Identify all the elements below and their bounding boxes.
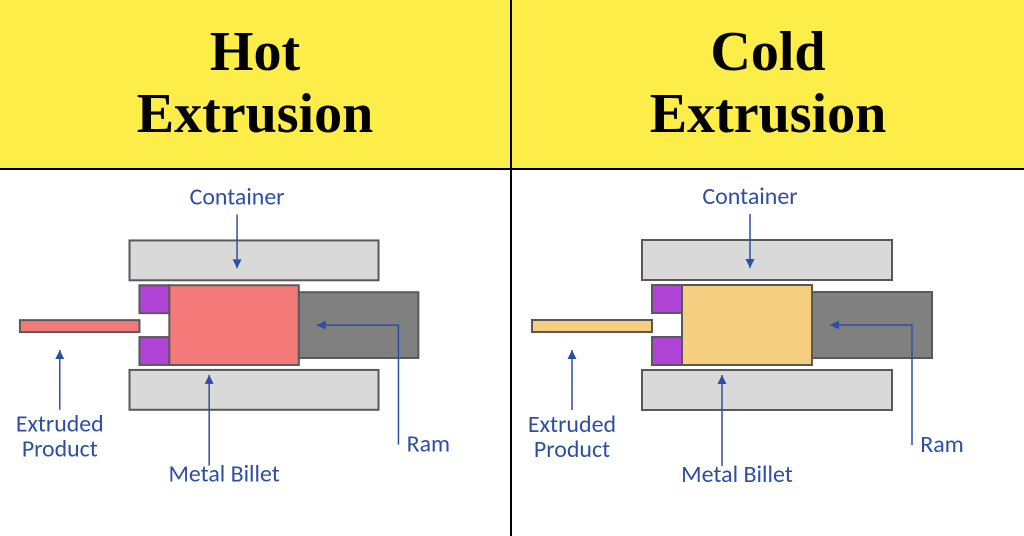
label-metal-billet: Metal Billet: [169, 459, 280, 488]
metal-billet: [169, 285, 298, 365]
metal-billet: [682, 285, 812, 365]
container-top: [129, 240, 378, 280]
label-container: Container: [702, 182, 797, 211]
label-container: Container: [190, 183, 285, 212]
label-extruded: ExtrudedProduct: [16, 410, 104, 464]
label-ram: Ram: [920, 430, 964, 459]
diagram-hot: Container ExtrudedProduct Metal Billet Ram: [0, 170, 512, 536]
container-bottom: [642, 370, 892, 410]
title-cold: Cold Extrusion: [512, 0, 1024, 170]
container-bottom: [129, 370, 378, 410]
die-top: [139, 285, 169, 313]
label-metal-billet: Metal Billet: [681, 460, 793, 489]
schematic-hot: Container ExtrudedProduct Metal Billet Ram: [0, 170, 510, 536]
die-bottom: [652, 337, 682, 365]
die-top: [652, 285, 682, 313]
title-hot: Hot Extrusion: [0, 0, 512, 170]
container-top: [642, 240, 892, 280]
extruded-arrow-head: [55, 350, 64, 359]
die-bottom: [139, 337, 169, 365]
extruded-product: [532, 320, 652, 332]
title-cold-text: Cold Extrusion: [650, 22, 887, 145]
extruded-product: [20, 320, 140, 332]
title-hot-text: Hot Extrusion: [137, 22, 374, 145]
diagram-cold: Container ExtrudedProduct Metal Billet Ram: [512, 170, 1024, 536]
schematic-cold: Container ExtrudedProduct Metal Billet Ram: [512, 170, 1024, 536]
extruded-arrow-head: [568, 350, 577, 359]
comparison-grid: Hot Extrusion Cold Extrusion Container Ex…: [0, 0, 1024, 536]
label-ram: Ram: [407, 430, 450, 459]
label-extruded: ExtrudedProduct: [528, 410, 616, 464]
